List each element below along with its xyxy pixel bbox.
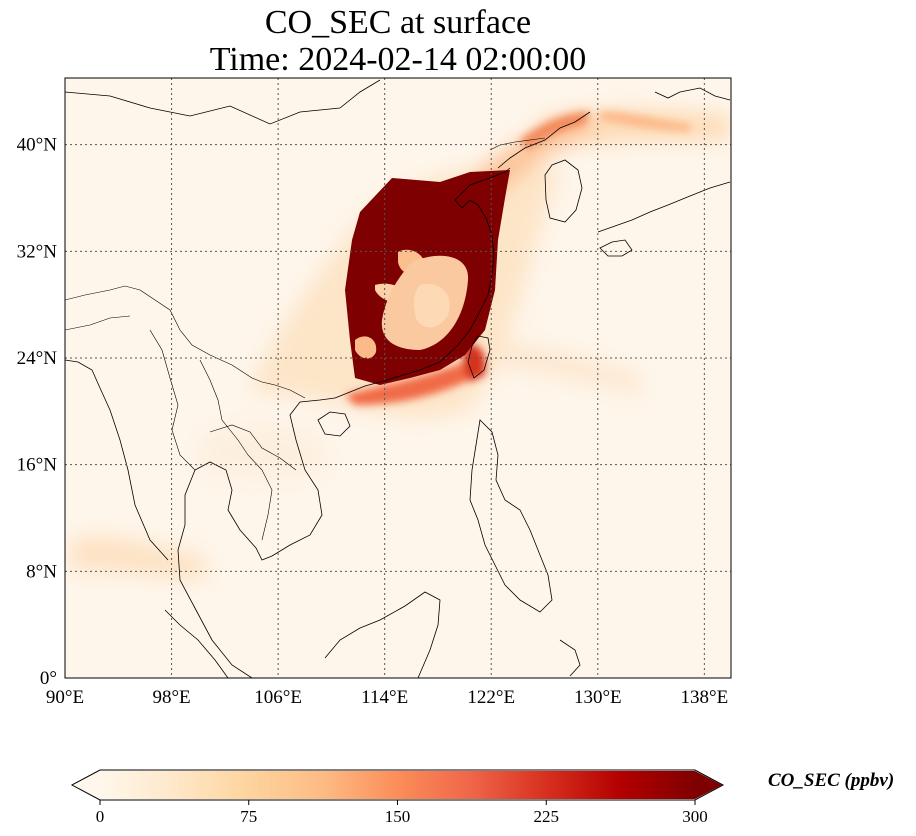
colorbar-title: CO_SEC (ppbv) (768, 770, 894, 791)
latitude-tick-labels: 0° 8°N 16°N 24°N 32°N 40°N (17, 135, 58, 689)
concentration-field (70, 110, 730, 580)
map-panel: 90°E 98°E 106°E 114°E 122°E 130°E 138°E 0° 8°N 1… (17, 77, 732, 708)
coastlines (65, 79, 731, 678)
longitude-tick-labels: 90°E 98°E 106°E 114°E 122°E 130°E 138°E (46, 687, 728, 708)
lon-tick-label: 130°E (574, 687, 622, 708)
lat-tick-label: 40°N (17, 135, 58, 156)
colorbar: 0 75 150 225 300 CO_SEC (ppbv) (70, 769, 894, 826)
lon-tick-label: 90°E (46, 687, 84, 708)
lon-tick-label: 114°E (361, 687, 408, 708)
lon-tick-label: 98°E (152, 687, 190, 708)
lon-tick-label: 122°E (467, 687, 515, 708)
gridlines (65, 78, 731, 678)
colorbar-gradient (100, 771, 695, 799)
colorbar-tick-label: 225 (534, 807, 560, 826)
colorbar-tick-label: 300 (682, 807, 708, 826)
lon-tick-label: 106°E (254, 687, 302, 708)
colorbar-ticks: 0 75 150 225 300 (96, 800, 708, 826)
colorbar-extend-min (73, 771, 100, 799)
plume-core (345, 170, 510, 385)
country-borders (65, 137, 546, 541)
colorbar-tick-label: 150 (385, 807, 411, 826)
lat-tick-label: 32°N (17, 241, 58, 262)
lon-tick-label: 138°E (681, 687, 729, 708)
title-line-1: CO_SEC at surface (265, 4, 531, 41)
colorbar-tick-label: 0 (96, 807, 105, 826)
title-line-2: Time: 2024-02-14 02:00:00 (210, 41, 587, 78)
plume-mid (345, 111, 690, 405)
colorbar-tick-label: 75 (240, 807, 257, 826)
map-frame (64, 77, 732, 679)
colorbar-extend-max (695, 771, 722, 799)
lat-tick-label: 8°N (26, 561, 57, 582)
lat-tick-label: 24°N (17, 348, 58, 369)
lat-tick-label: 16°N (17, 455, 58, 476)
lat-tick-label: 0° (40, 668, 57, 689)
